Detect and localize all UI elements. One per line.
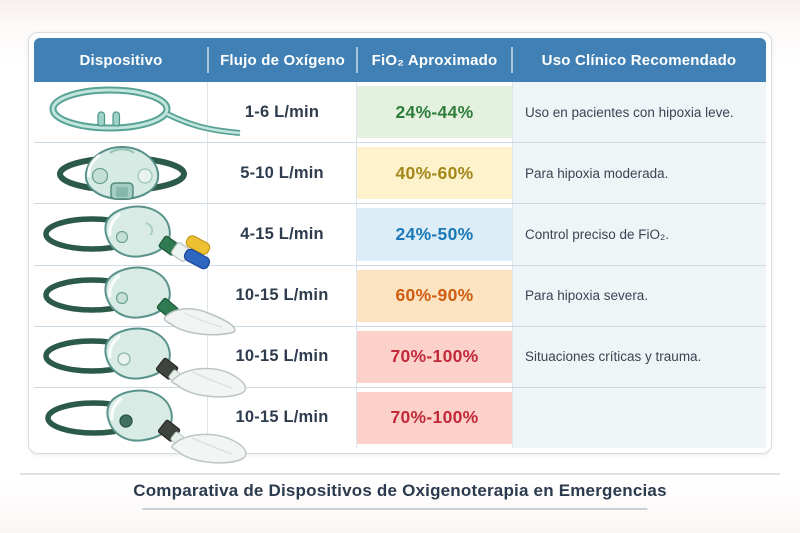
table-row: 10-15 L/min 70%-100% <box>34 386 766 464</box>
table-caption: Comparativa de Dispositivos de Oxigenote… <box>133 481 667 500</box>
fio2-cell: 70%-100% <box>357 327 512 387</box>
footer-divider <box>20 473 780 475</box>
header-cell-dispositivo: Dispositivo <box>79 51 163 69</box>
fio2-value: 40%-60% <box>357 147 512 200</box>
device-cell <box>34 204 211 270</box>
caption-underline <box>142 508 648 510</box>
clinical-use-text: Uso en pacientes con hipoxia leve. <box>512 82 766 143</box>
flow-value: 4-15 L/min <box>208 204 357 265</box>
flow-value: 10-15 L/min <box>208 387 357 449</box>
comparison-table-card: Dispositivo Flujo de Oxígeno FiO₂ Aproxi… <box>28 32 772 464</box>
fio2-value: 60%-90% <box>357 269 512 322</box>
fio2-cell: 70%-100% <box>357 388 512 448</box>
table-body: 1-6 L/min 24%-44% Uso en pacientes con h… <box>34 82 766 464</box>
header-cell-uso-clinico: Uso Clínico Recomendado <box>511 38 766 82</box>
device-cell <box>34 265 236 335</box>
table-row: 1-6 L/min 24%-44% Uso en pacientes con h… <box>34 82 766 143</box>
table-row: 10-15 L/min 60%-90% Para hipoxia severa. <box>34 264 766 335</box>
header-cell-fio2: FiO₂ Aproximado <box>356 38 512 82</box>
device-cell <box>34 387 247 464</box>
clinical-use-text: Para hipoxia moderada. <box>512 143 766 204</box>
clinical-use-text: Situaciones críticas y trauma. <box>512 326 766 387</box>
table-row: 4-15 L/min 24%-50% Control preciso de Fi… <box>34 203 766 270</box>
fio2-cell: 60%-90% <box>357 266 512 326</box>
fio2-cell: 24%-50% <box>357 204 512 264</box>
simple-face-mask-icon <box>57 146 187 201</box>
venturi-mask-icon <box>43 206 211 270</box>
device-cell <box>34 82 241 143</box>
fio2-value: 24%-44% <box>357 86 512 139</box>
fio2-cell: 24%-44% <box>357 82 512 142</box>
header-cell-flujo: Flujo de Oxígeno <box>207 38 357 82</box>
device-cell <box>34 143 208 204</box>
fio2-cell: 40%-60% <box>357 143 512 203</box>
flow-value: 1-6 L/min <box>208 82 357 143</box>
table-row: 10-15 L/min 70%-100% Situaciones crítica… <box>34 325 766 398</box>
flow-value: 5-10 L/min <box>208 143 357 204</box>
table-row: 5-10 L/min 40%-60% Para hipoxia moderada… <box>34 142 766 204</box>
clinical-use-text: Control preciso de FiO₂. <box>512 204 766 265</box>
table-header-row: Dispositivo Flujo de Oxígeno FiO₂ Aproxi… <box>34 38 766 82</box>
clinical-use-text <box>512 387 766 449</box>
oxygen-device-table: Dispositivo Flujo de Oxígeno FiO₂ Aproxi… <box>34 38 766 464</box>
device-cell <box>34 326 247 398</box>
fio2-value: 70%-100% <box>357 330 512 383</box>
fio2-value: 70%-100% <box>357 391 512 445</box>
flow-value: 10-15 L/min <box>208 326 357 387</box>
fio2-value: 24%-50% <box>357 208 512 261</box>
flow-value: 10-15 L/min <box>208 265 357 326</box>
clinical-use-text: Para hipoxia severa. <box>512 265 766 326</box>
